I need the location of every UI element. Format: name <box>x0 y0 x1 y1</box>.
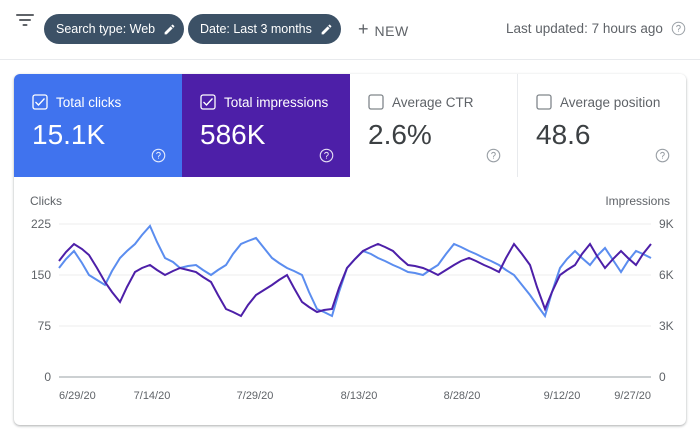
svg-text:7/14/20: 7/14/20 <box>134 390 171 402</box>
svg-text:9K: 9K <box>659 217 674 231</box>
svg-text:9/12/20: 9/12/20 <box>544 390 581 402</box>
svg-text:0: 0 <box>659 370 666 384</box>
svg-text:8/28/20: 8/28/20 <box>444 390 481 402</box>
svg-text:6K: 6K <box>659 268 674 282</box>
svg-text:225: 225 <box>31 217 51 231</box>
svg-text:7/29/20: 7/29/20 <box>237 390 274 402</box>
svg-text:150: 150 <box>31 268 51 282</box>
svg-text:Clicks: Clicks <box>30 194 62 208</box>
svg-text:8/13/20: 8/13/20 <box>341 390 378 402</box>
svg-text:6/29/20: 6/29/20 <box>59 390 96 402</box>
svg-text:0: 0 <box>44 370 51 384</box>
svg-text:75: 75 <box>38 319 52 333</box>
svg-text:Impressions: Impressions <box>605 194 670 208</box>
svg-text:9/27/20: 9/27/20 <box>614 390 651 402</box>
svg-text:3K: 3K <box>659 319 674 333</box>
